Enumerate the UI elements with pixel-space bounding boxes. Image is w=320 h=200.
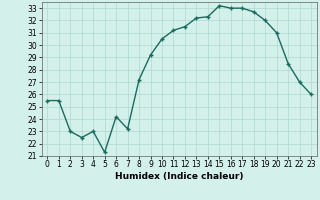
X-axis label: Humidex (Indice chaleur): Humidex (Indice chaleur) [115,172,244,181]
